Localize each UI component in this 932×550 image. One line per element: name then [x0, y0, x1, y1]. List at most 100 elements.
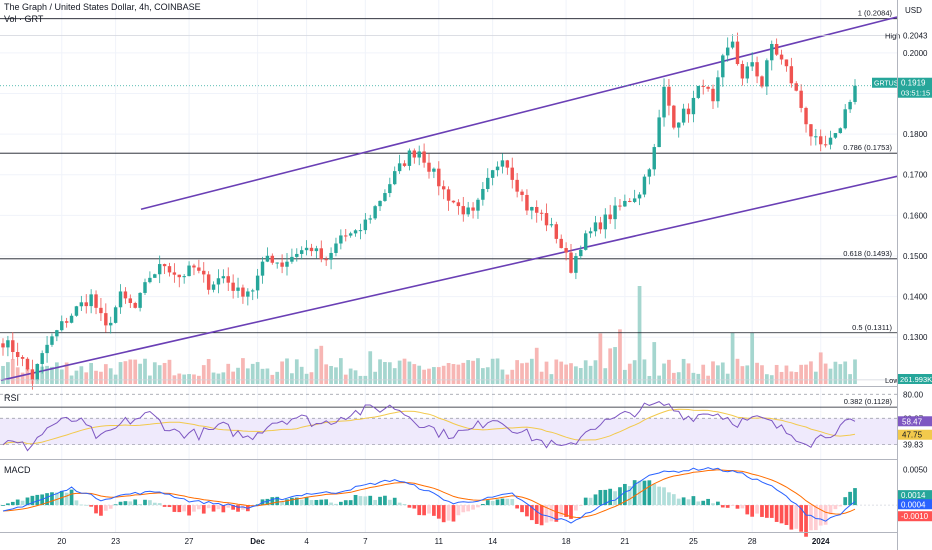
macd-histogram-bar	[809, 505, 813, 531]
volume-bar	[383, 362, 387, 384]
volume-bar	[559, 361, 564, 384]
volume-bar	[392, 368, 397, 384]
candle-body	[94, 294, 98, 308]
volume-bar	[250, 363, 255, 384]
macd-histogram-bar	[412, 505, 417, 509]
candle-body	[270, 255, 275, 263]
volume-bar	[10, 358, 15, 384]
candle-body	[89, 294, 93, 307]
macd-histogram-bar	[45, 493, 49, 506]
macd-histogram-bar	[128, 501, 133, 506]
macd-histogram-bar	[182, 505, 187, 512]
symbol-badge-label: GRTUSD	[874, 81, 903, 88]
price-tick-label: 0.1800	[903, 130, 928, 139]
macd-histogram-bar	[652, 483, 657, 506]
candle-body	[662, 86, 666, 118]
volume-bar	[711, 361, 715, 384]
candle-body	[505, 160, 510, 168]
volume-bar	[745, 365, 750, 384]
rsi-level-label: 80.00	[903, 390, 924, 399]
candle-body	[481, 188, 485, 200]
candle-body	[299, 250, 304, 254]
volume-bar	[192, 374, 196, 384]
candle-body	[456, 202, 461, 207]
volume-bar	[6, 362, 10, 384]
volume-bar	[177, 373, 182, 384]
candle-body	[647, 169, 652, 177]
volume-bar	[554, 359, 559, 384]
candle-body	[133, 302, 137, 308]
candle-body	[172, 272, 177, 275]
candle-body	[99, 307, 103, 314]
candle-body	[192, 265, 196, 268]
volume-bar	[314, 348, 319, 384]
candle-body	[823, 144, 828, 146]
candle-body	[613, 205, 617, 220]
macd-histogram-bar	[505, 498, 510, 506]
price-tick-label: 0.1500	[903, 252, 928, 261]
volume-bar	[387, 362, 392, 384]
candle-body	[603, 214, 607, 230]
macd-histogram-bar	[564, 505, 568, 517]
volume-bar	[334, 367, 338, 384]
macd-histogram-bar	[373, 499, 377, 506]
candle-body	[500, 160, 505, 167]
candle-body	[598, 222, 603, 230]
macd-histogram-bar	[108, 505, 113, 509]
macd-histogram-bar	[603, 489, 608, 506]
macd-histogram-bar	[167, 505, 172, 508]
volume-bar	[15, 367, 20, 384]
currency-label[interactable]: USD	[905, 6, 922, 15]
macd-histogram-bar	[324, 499, 329, 506]
macd-histogram-bar	[495, 499, 500, 506]
volume-bar	[348, 368, 353, 384]
candle-body	[730, 41, 735, 48]
candle-body	[490, 170, 495, 178]
volume-bar	[226, 363, 231, 384]
macd-histogram-bar	[422, 505, 426, 516]
macd-histogram-bar	[280, 501, 284, 506]
macd-histogram-bar	[363, 496, 368, 506]
volume-bar	[735, 358, 740, 384]
volume-bar	[667, 359, 671, 384]
volume-bar	[451, 364, 456, 384]
pane-separator[interactable]	[0, 459, 897, 460]
macd-histogram-bar	[627, 486, 632, 506]
time-tick-label: 27	[185, 537, 194, 546]
volume-bar	[373, 371, 377, 384]
volume-bar	[740, 366, 745, 384]
macd-histogram-bar	[853, 488, 857, 506]
pane-separator[interactable]	[0, 386, 897, 387]
time-tick-label: 23	[111, 537, 120, 546]
volume-indicator-label: Vol · GRT	[4, 14, 44, 24]
volume-bar	[299, 366, 304, 384]
volume-bar	[681, 358, 686, 384]
macd-histogram-bar	[427, 505, 431, 514]
candle-body	[794, 83, 798, 91]
volume-bar	[500, 369, 505, 384]
macd-histogram-bar	[319, 499, 324, 506]
macd-histogram-bar	[55, 492, 59, 506]
volume-bar	[50, 366, 54, 384]
candle-body	[696, 85, 701, 98]
volume-bar	[662, 363, 666, 384]
candle-body	[799, 90, 803, 108]
volume-bar	[676, 372, 681, 384]
volume-bar	[294, 359, 299, 384]
volume-bar	[99, 371, 103, 384]
volume-bar	[583, 360, 588, 384]
macd-histogram-bar	[290, 497, 294, 506]
volume-bar	[720, 362, 725, 384]
candle-body	[417, 151, 421, 158]
candle-body	[461, 206, 465, 215]
candle-body	[779, 54, 784, 60]
macd-histogram-bar	[285, 499, 289, 506]
macd-value-badge	[898, 490, 932, 501]
volume-bar	[412, 364, 417, 384]
candle-body	[608, 214, 612, 220]
macd-histogram-bar	[818, 505, 823, 526]
macd-histogram-bar	[157, 503, 162, 506]
volume-bar	[828, 368, 833, 384]
macd-histogram-bar	[35, 494, 40, 506]
candle-body	[437, 168, 441, 187]
